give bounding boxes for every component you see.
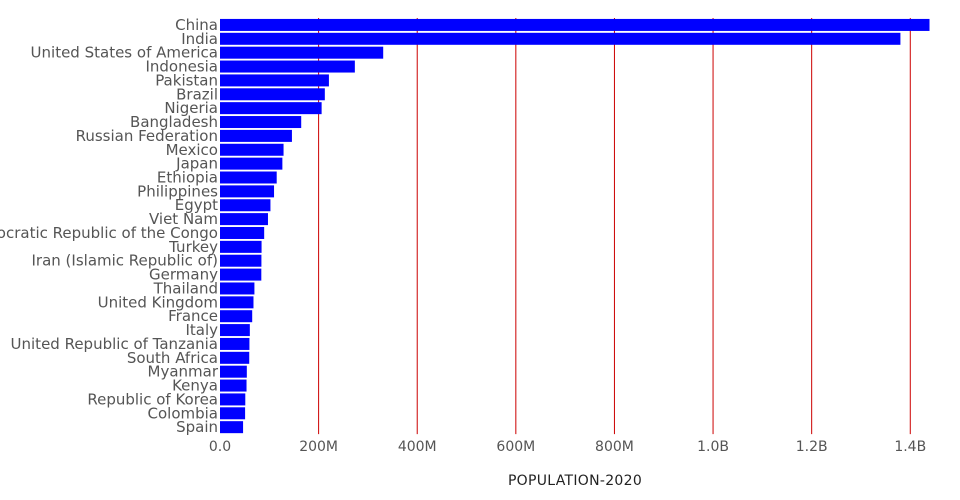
bar — [220, 171, 277, 184]
bar — [220, 379, 247, 392]
bar — [220, 32, 901, 45]
x-tick-label: 1.2B — [796, 439, 828, 455]
category-label: Japan — [175, 155, 218, 173]
category-label: South Africa — [127, 349, 218, 367]
category-label: Germany — [149, 266, 218, 284]
bar — [220, 185, 275, 198]
x-tick-label: 1.4B — [894, 439, 926, 455]
bar — [220, 351, 250, 364]
category-label: Spain — [176, 418, 218, 436]
category-label: Ethiopia — [157, 169, 218, 187]
x-axis-title: POPULATION-2020 — [508, 473, 642, 489]
x-tick-label: 1.0B — [697, 439, 729, 455]
x-tick-label: 400M — [398, 439, 437, 455]
gridlines — [318, 18, 911, 435]
bar — [220, 74, 329, 87]
category-label: Russian Federation — [76, 127, 218, 145]
bar — [220, 46, 384, 59]
category-label: Iran (Islamic Republic of) — [32, 252, 219, 270]
category-label: Pakistan — [155, 71, 218, 89]
category-label: United Republic of Tanzania — [11, 335, 218, 353]
bar — [220, 102, 322, 115]
category-label: Nigeria — [164, 99, 218, 117]
category-label: Italy — [185, 321, 218, 339]
bar — [220, 324, 250, 337]
bar — [220, 254, 262, 267]
bar — [220, 18, 930, 31]
bar — [220, 60, 355, 73]
bar — [220, 337, 250, 350]
x-tick-label: 600M — [496, 439, 535, 455]
x-tick-label: 200M — [299, 439, 338, 455]
bar — [220, 116, 302, 129]
category-label: India — [181, 30, 218, 48]
bar — [220, 421, 244, 434]
x-tick-label: 800M — [595, 439, 634, 455]
category-label: Thailand — [153, 279, 218, 297]
category-label: Mexico — [166, 141, 218, 159]
category-label: Democratic Republic of the Congo — [0, 224, 218, 242]
bar — [220, 393, 246, 406]
category-label: Republic of Korea — [87, 390, 218, 408]
category-label: France — [168, 307, 218, 325]
bar — [220, 199, 271, 212]
category-label: Turkey — [168, 238, 218, 256]
bar — [220, 310, 253, 323]
category-label: Indonesia — [145, 58, 218, 76]
category-label: Philippines — [137, 182, 218, 200]
category-label: United States of America — [31, 44, 218, 62]
bar — [220, 407, 246, 420]
category-label: Myanmar — [148, 363, 219, 381]
bar — [220, 365, 247, 378]
bar — [220, 143, 284, 156]
bar — [220, 213, 268, 226]
bar — [220, 282, 255, 295]
x-tick-labels: 0.0 200M 400M 600M 800M 1.0B 1.2B 1.4B — [209, 439, 926, 455]
category-label: Kenya — [172, 377, 218, 395]
bar — [220, 129, 292, 142]
bar — [220, 157, 283, 170]
bar — [220, 88, 325, 101]
bar — [220, 240, 262, 253]
category-label: Viet Nam — [149, 210, 218, 228]
bars — [220, 18, 930, 434]
bar — [220, 296, 254, 309]
category-label: Colombia — [148, 404, 219, 422]
category-label: China — [175, 16, 218, 34]
category-label: Bangladesh — [130, 113, 218, 131]
category-label: United Kingdom — [98, 293, 218, 311]
category-label: Egypt — [175, 196, 218, 214]
category-label: Brazil — [176, 85, 218, 103]
x-tick-label: 0.0 — [209, 439, 231, 455]
bar — [220, 268, 262, 281]
bar — [220, 226, 265, 239]
